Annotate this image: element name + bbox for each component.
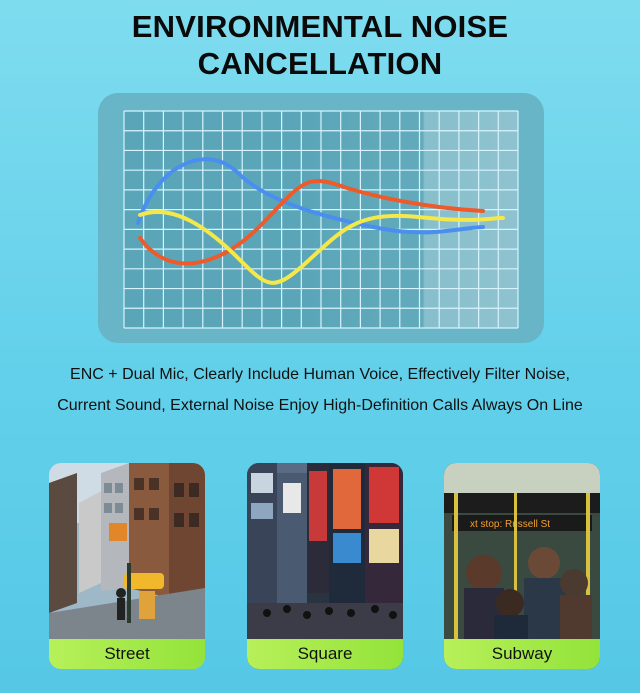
subway-sign: xt stop: Russell St [470, 519, 550, 530]
scene-label-street: Street [49, 639, 205, 669]
scene-label-square: Square [247, 639, 403, 669]
street-photo [49, 463, 205, 669]
description-line-2: Current Sound, External Noise Enjoy High… [57, 397, 583, 414]
orange-wave [138, 179, 485, 266]
waveform-graphic [123, 110, 519, 329]
blue-wave [136, 157, 485, 235]
waveform-panel [98, 93, 544, 343]
title-line-2: CANCELLATION [197, 46, 443, 81]
scene-card-street: Street [49, 463, 205, 669]
square-photo [247, 463, 403, 669]
scene-label-subway: Subway [444, 639, 600, 669]
scene-card-subway: xt stop: Russell St Subway [444, 463, 600, 669]
title-line-1: ENVIRONMENTAL NOISE [131, 9, 509, 44]
description-line-1: ENC + Dual Mic, Clearly Include Human Vo… [70, 366, 570, 383]
yellow-wave [138, 209, 505, 285]
scene-card-square: Square [247, 463, 403, 669]
subway-photo: xt stop: Russell St [444, 463, 600, 669]
